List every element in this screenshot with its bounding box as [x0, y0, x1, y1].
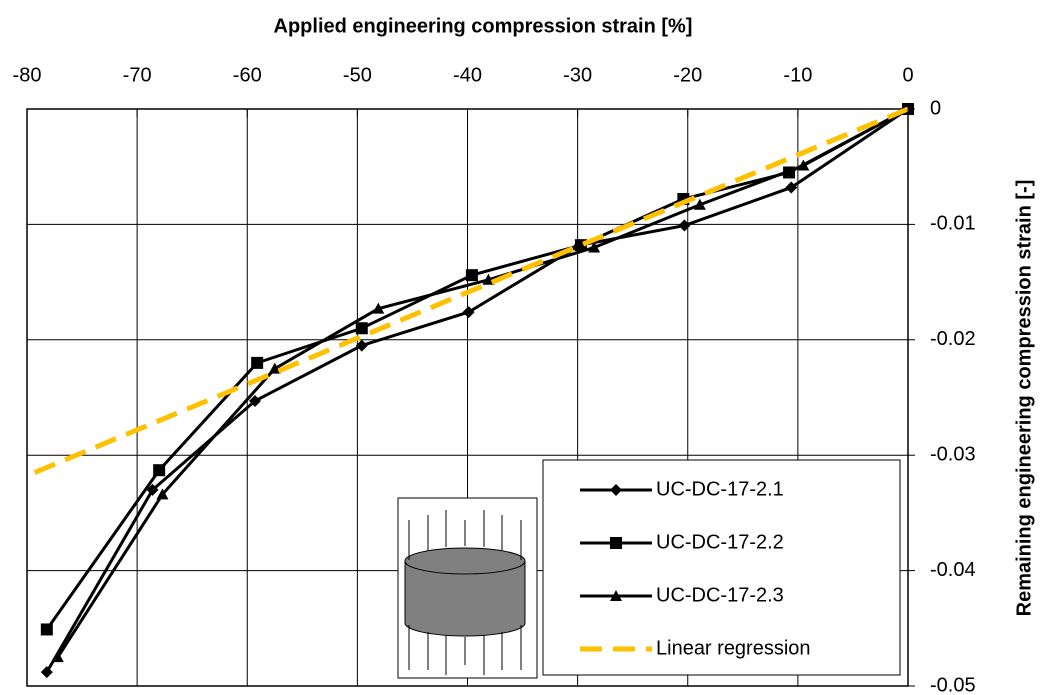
x-tick-label: -10 [783, 64, 812, 86]
chart-title: Applied engineering compression strain [… [274, 15, 693, 37]
marker-triangle [482, 273, 495, 285]
marker-diamond [355, 339, 368, 352]
y-tick-label: -0.04 [930, 559, 976, 581]
marker-diamond [146, 483, 159, 496]
x-tick-label: -30 [563, 64, 592, 86]
marker-triangle [797, 159, 810, 171]
marker-diamond [462, 306, 475, 319]
marker-triangle [693, 198, 706, 210]
legend-label: UC-DC-17-2.2 [656, 531, 784, 553]
x-tick-label: -50 [343, 64, 372, 86]
specimen-inset [397, 497, 538, 679]
marker-triangle [268, 362, 281, 374]
x-tick-label: -20 [673, 64, 702, 86]
x-tick-label: -80 [13, 64, 42, 86]
marker-triangle [51, 651, 64, 663]
marker-square [355, 322, 368, 335]
marker-triangle [372, 302, 385, 314]
regression-line [33, 106, 909, 475]
marker-square [40, 623, 53, 636]
marker-square [251, 356, 264, 369]
marker-diamond [785, 181, 798, 194]
x-tick-label: -40 [453, 64, 482, 86]
x-tick-label: -60 [233, 64, 262, 86]
y-tick-label: -0.02 [930, 328, 976, 350]
x-tick-label: -70 [123, 64, 152, 86]
marker-diamond [610, 484, 622, 496]
marker-diamond [248, 394, 261, 407]
legend-label: UC-DC-17-2.1 [656, 478, 784, 500]
x-tick-label: 0 [902, 64, 913, 86]
legend-box [542, 459, 901, 676]
y-tick-label: -0.05 [930, 674, 976, 695]
marker-square [610, 537, 622, 549]
legend-label: UC-DC-17-2.3 [656, 584, 784, 606]
y-tick-label: -0.03 [930, 443, 976, 465]
marker-square [465, 269, 478, 282]
marker-diamond [40, 666, 53, 679]
marker-triangle [156, 488, 169, 500]
y-tick-label: -0.01 [930, 213, 976, 235]
y-axis-title: Remaining engineering compression strain… [1013, 180, 1035, 617]
marker-square [153, 464, 166, 477]
marker-triangle [610, 590, 622, 601]
marker-triangle [588, 241, 601, 253]
legend-label: Linear regression [656, 637, 811, 659]
y-tick-label: 0 [930, 97, 941, 119]
marker-diamond [678, 219, 691, 232]
